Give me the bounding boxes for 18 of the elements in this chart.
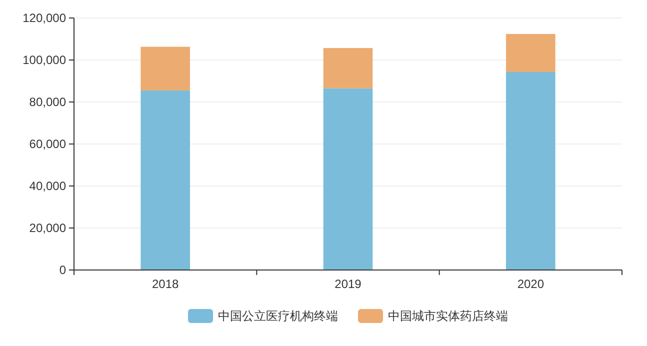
y-tick-label: 0 [59, 263, 66, 277]
bar [506, 72, 556, 270]
legend-label: 中国公立医疗机构终端 [218, 309, 338, 323]
y-tick-label: 60,000 [29, 137, 66, 151]
legend-label: 中国城市实体药店终端 [388, 309, 508, 323]
bar [323, 88, 373, 270]
x-tick-label: 2019 [334, 277, 362, 291]
x-tick-label: 2018 [152, 277, 180, 291]
y-tick-label: 40,000 [29, 179, 66, 193]
y-tick-label: 20,000 [29, 221, 66, 235]
y-tick-label: 100,000 [22, 53, 66, 67]
x-tick-label: 2020 [517, 277, 544, 291]
bar [506, 34, 556, 72]
y-tick-label: 120,000 [22, 11, 66, 25]
bar [323, 48, 373, 88]
y-tick-label: 80,000 [29, 95, 66, 109]
bar [140, 90, 190, 270]
bar [140, 46, 190, 90]
